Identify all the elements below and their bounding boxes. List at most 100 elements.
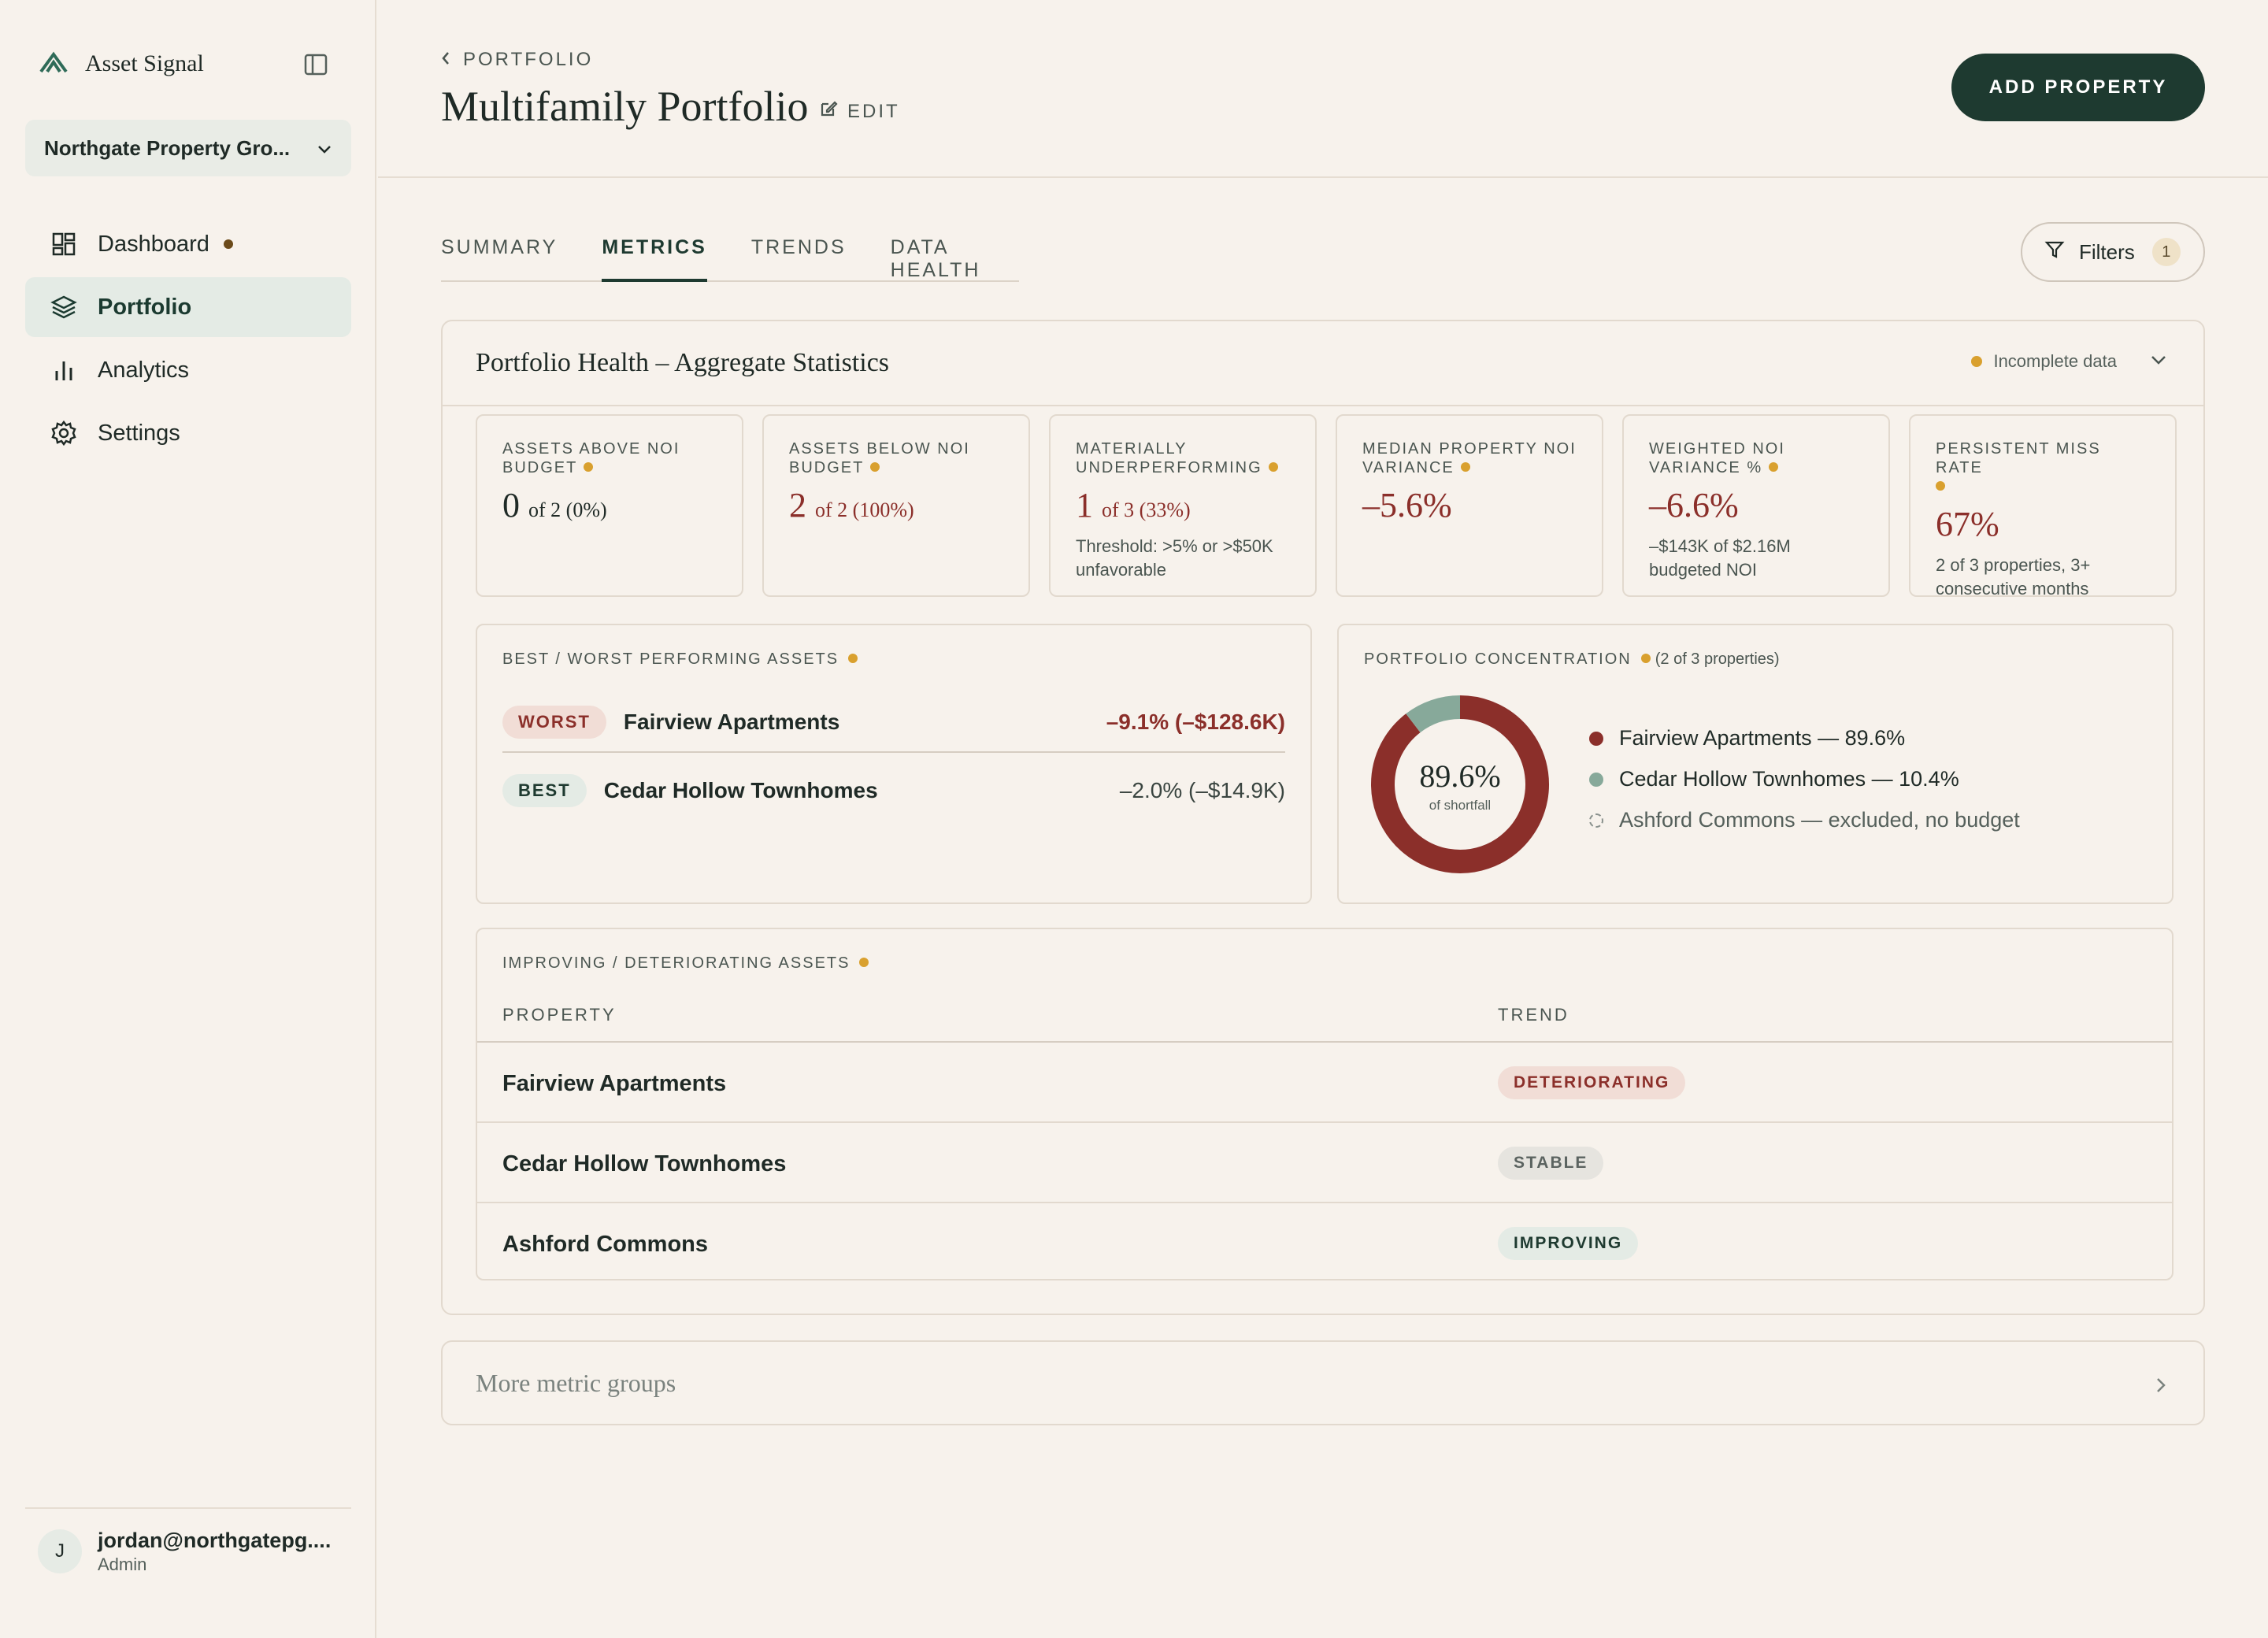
legend-swatch xyxy=(1589,772,1603,787)
tab-metrics[interactable]: METRICS xyxy=(602,228,707,282)
warning-dot xyxy=(1971,356,1983,367)
stat-note: 2 of 3 properties, 3+ consecutive months xyxy=(1936,555,2091,598)
incomplete-data-status: Incomplete data xyxy=(1971,351,2117,372)
donut-center-value: 89.6% xyxy=(1419,758,1501,794)
tab-trends[interactable]: TRENDS xyxy=(750,236,847,258)
stat-note: Threshold: >5% or >$50K unfavorable xyxy=(1076,536,1273,580)
stat-card-above-budget: ASSETS ABOVE NOI BUDGET 0 of 2 (0%) xyxy=(476,414,743,597)
more-groups-label: More metric groups xyxy=(476,1368,676,1397)
sidebar-collapse-icon[interactable] xyxy=(304,54,328,76)
warning-dot xyxy=(859,958,869,967)
breadcrumb-label: PORTFOLIO xyxy=(463,49,594,70)
table-row[interactable]: Cedar Hollow Townhomes STABLE xyxy=(477,1123,2172,1203)
legend-swatch xyxy=(1589,731,1603,746)
stat-card-materially-underperforming: MATERIALLY UNDERPERFORMING 1 of 3 (33%) … xyxy=(1049,414,1317,597)
stat-value: –6.6% xyxy=(1649,486,1739,524)
trend-badge: DETERIORATING xyxy=(1498,1066,1686,1099)
warning-dot xyxy=(1460,462,1470,472)
edit-title-button[interactable]: EDIT xyxy=(819,99,900,124)
stat-label: MATERIALLY UNDERPERFORMING xyxy=(1076,439,1290,477)
asset-name: Cedar Hollow Townhomes xyxy=(603,778,878,802)
status-text: Incomplete data xyxy=(1993,351,2117,371)
stat-value: 0 of 2 (0%) xyxy=(502,486,607,524)
filter-icon xyxy=(2044,239,2065,265)
property-name: Fairview Apartments xyxy=(502,1071,727,1096)
filters-button[interactable]: Filters 1 xyxy=(2021,222,2205,282)
sidebar: Asset Signal Northgate Property Gro... D… xyxy=(0,0,376,1638)
sidebar-item-portfolio[interactable]: Portfolio xyxy=(25,277,351,337)
donut-slice-1 xyxy=(1406,695,1461,733)
edit-icon xyxy=(819,99,838,124)
user-role: Admin xyxy=(98,1554,147,1574)
column-header-property: PROPERTY xyxy=(502,1005,617,1025)
breadcrumb[interactable]: PORTFOLIO xyxy=(441,49,593,71)
table-row[interactable]: Ashford Commons IMPROVING xyxy=(477,1203,2172,1284)
stat-card-weighted-variance: WEIGHTED NOI VARIANCE % –6.6% –$143K of … xyxy=(1622,414,1890,597)
best-asset-row[interactable]: BEST Cedar Hollow Townhomes –2.0% (–$14.… xyxy=(502,761,1285,821)
donut-center-label: of shortfall xyxy=(1429,798,1492,813)
stat-card-below-budget: ASSETS BELOW NOI BUDGET 2 of 2 (100%) xyxy=(762,414,1030,597)
table-row[interactable]: Fairview Apartments DETERIORATING xyxy=(477,1043,2172,1123)
user-profile[interactable]: J jordan@northgatepg.... Admin xyxy=(25,1507,351,1594)
sidebar-item-label: Analytics xyxy=(98,357,190,383)
improving-deteriorating-card: IMPROVING / DETERIORATING ASSETS PROPERT… xyxy=(476,928,2174,1280)
card-label: IMPROVING / DETERIORATING ASSETS xyxy=(502,954,869,973)
sidebar-item-label: Portfolio xyxy=(98,294,192,320)
filters-label: Filters xyxy=(2079,239,2135,264)
donut-slice-0 xyxy=(1371,695,1549,873)
warning-dot xyxy=(848,654,858,663)
portfolio-concentration-card: PORTFOLIO CONCENTRATION (2 of 3 propertie… xyxy=(1337,624,2174,904)
warning-dot xyxy=(870,462,880,472)
concentration-donut xyxy=(1371,695,1549,873)
edit-label: EDIT xyxy=(847,100,900,122)
warning-dot xyxy=(1268,462,1278,472)
tab-data-health[interactable]: DATA HEALTH xyxy=(890,236,981,281)
warning-dot xyxy=(584,462,594,472)
warning-dot xyxy=(1640,654,1651,663)
sidebar-item-label: Dashboard xyxy=(98,231,209,257)
trend-badge: IMPROVING xyxy=(1498,1227,1639,1260)
org-selector[interactable]: Northgate Property Gro... xyxy=(25,120,351,176)
sidebar-item-label: Settings xyxy=(98,420,180,446)
worst-asset-row[interactable]: WORST Fairview Apartments –9.1% (–$128.6… xyxy=(502,693,1285,753)
sidebar-item-settings[interactable]: Settings xyxy=(25,403,351,463)
chevron-down-icon xyxy=(317,136,332,161)
stat-card-median-variance: MEDIAN PROPERTY NOI VARIANCE –5.6% xyxy=(1336,414,1603,597)
asset-variance: –2.0% (–$14.9K) xyxy=(1119,778,1285,802)
best-worst-card: BEST / WORST PERFORMING ASSETS WORST Fai… xyxy=(476,624,1312,904)
asset-variance: –9.1% (–$128.6K) xyxy=(1106,710,1285,734)
chevron-down-icon[interactable] xyxy=(2150,354,2167,369)
user-email: jordan@northgatepg.... xyxy=(98,1528,332,1552)
brand[interactable]: Asset Signal xyxy=(39,50,204,77)
add-property-button[interactable]: ADD PROPERTY xyxy=(1951,54,2205,121)
layers-icon xyxy=(50,294,77,321)
stat-label: ASSETS BELOW NOI BUDGET xyxy=(789,440,970,476)
card-label: PORTFOLIO CONCENTRATION (2 of 3 propertie… xyxy=(1364,650,1780,668)
stat-label: MEDIAN PROPERTY NOI VARIANCE xyxy=(1362,440,1577,476)
page-header: PORTFOLIO Multifamily Portfolio EDIT ADD… xyxy=(378,0,2268,178)
chevron-right-icon xyxy=(2155,1372,2167,1401)
legend-item-fairview: Fairview Apartments — 89.6% xyxy=(1589,726,1905,750)
chevron-left-icon xyxy=(441,49,450,71)
tab-summary[interactable]: SUMMARY xyxy=(441,236,558,258)
page-title: Multifamily Portfolio xyxy=(441,83,809,130)
gear-icon xyxy=(50,420,77,447)
stat-value: 2 of 2 (100%) xyxy=(789,486,914,524)
stat-value: –5.6% xyxy=(1362,486,1452,524)
panel-title: Portfolio Health – Aggregate Statistics xyxy=(476,348,890,377)
stat-label: PERSISTENT MISS RATE xyxy=(1936,439,2150,496)
property-name: Ashford Commons xyxy=(502,1232,708,1257)
property-name: Cedar Hollow Townhomes xyxy=(502,1151,787,1177)
stat-note: –$143K of $2.16M budgeted NOI xyxy=(1649,536,1791,580)
sidebar-item-dashboard[interactable]: Dashboard xyxy=(25,214,351,274)
panel-header[interactable]: Portfolio Health – Aggregate Statistics … xyxy=(443,321,2203,406)
filter-count-badge: 1 xyxy=(2151,238,2181,266)
trend-badge: STABLE xyxy=(1498,1147,1604,1180)
warning-dot xyxy=(1769,462,1779,472)
stat-label: ASSETS ABOVE NOI BUDGET xyxy=(502,440,680,476)
more-metric-groups[interactable]: More metric groups xyxy=(441,1340,2205,1425)
asset-name: Fairview Apartments xyxy=(623,710,840,734)
card-label: BEST / WORST PERFORMING ASSETS xyxy=(502,650,858,669)
legend-swatch-excluded xyxy=(1589,813,1603,828)
sidebar-item-analytics[interactable]: Analytics xyxy=(25,340,351,400)
